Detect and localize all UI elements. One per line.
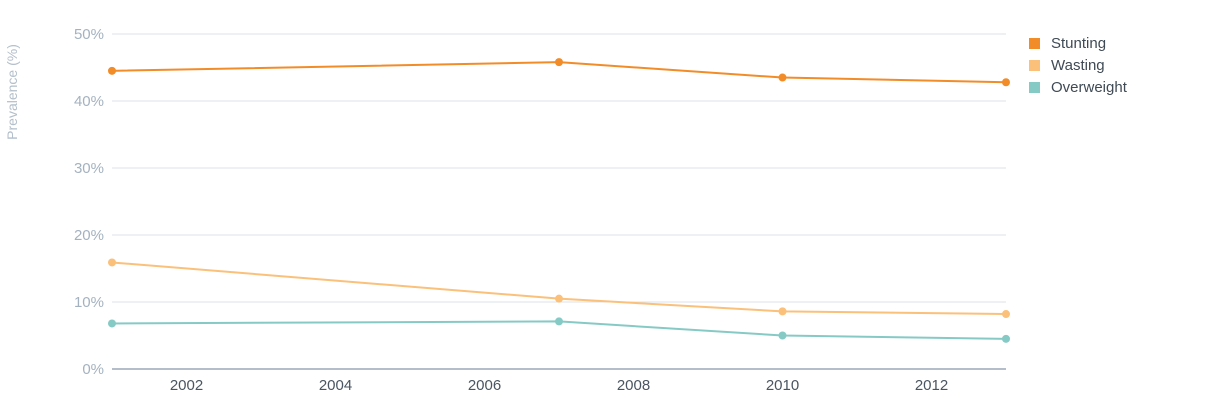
wasting-point[interactable] bbox=[108, 258, 116, 267]
stunting-point[interactable] bbox=[1002, 78, 1010, 87]
stunting-point[interactable] bbox=[778, 73, 787, 82]
x-axis-ticks: 2002 2004 2006 2008 2010 2012 bbox=[170, 377, 948, 394]
overweight-point[interactable] bbox=[778, 331, 787, 340]
y-axis-label: Prevalence (%) bbox=[4, 44, 20, 140]
y-tick-label: 0% bbox=[82, 361, 104, 378]
stunting-point[interactable] bbox=[555, 58, 563, 67]
y-tick-label: 30% bbox=[74, 160, 104, 177]
wasting-point[interactable] bbox=[1002, 310, 1010, 319]
x-tick-label: 2006 bbox=[468, 377, 501, 394]
wasting-point[interactable] bbox=[555, 294, 563, 303]
legend-swatch bbox=[1029, 38, 1040, 49]
x-tick-label: 2012 bbox=[915, 377, 948, 394]
x-tick-label: 2002 bbox=[170, 377, 203, 394]
y-tick-label: 40% bbox=[74, 93, 104, 110]
overweight-line bbox=[111, 320, 1007, 340]
legend-item-wasting[interactable]: Wasting bbox=[1029, 57, 1105, 74]
x-tick-label: 2004 bbox=[319, 377, 352, 394]
grid-lines bbox=[112, 33, 1006, 370]
legend: Stunting Wasting Overweight bbox=[1029, 35, 1128, 96]
y-tick-label: 20% bbox=[74, 227, 104, 244]
wasting-point[interactable] bbox=[778, 307, 787, 316]
legend-label: Overweight bbox=[1051, 79, 1128, 96]
y-tick-label: 50% bbox=[74, 26, 104, 43]
x-tick-label: 2010 bbox=[766, 377, 799, 394]
series-wasting bbox=[108, 258, 1010, 319]
legend-label: Wasting bbox=[1051, 57, 1105, 74]
series-lines bbox=[108, 58, 1010, 343]
y-tick-label: 10% bbox=[74, 294, 104, 311]
legend-item-overweight[interactable]: Overweight bbox=[1029, 79, 1128, 96]
overweight-point[interactable] bbox=[108, 319, 116, 328]
legend-swatch bbox=[1029, 60, 1040, 71]
stunting-point[interactable] bbox=[108, 66, 116, 75]
series-overweight bbox=[108, 317, 1010, 343]
legend-item-stunting[interactable]: Stunting bbox=[1029, 35, 1106, 52]
overweight-point[interactable] bbox=[1002, 334, 1010, 343]
overweight-point[interactable] bbox=[555, 317, 563, 326]
legend-swatch bbox=[1029, 82, 1040, 93]
x-tick-label: 2008 bbox=[617, 377, 650, 394]
series-stunting bbox=[108, 58, 1010, 87]
y-axis-ticks: 0% 10% 20% 30% 40% 50% bbox=[74, 26, 104, 378]
stunting-line bbox=[111, 61, 1007, 84]
wasting-line bbox=[111, 261, 1007, 316]
legend-label: Stunting bbox=[1051, 35, 1106, 52]
